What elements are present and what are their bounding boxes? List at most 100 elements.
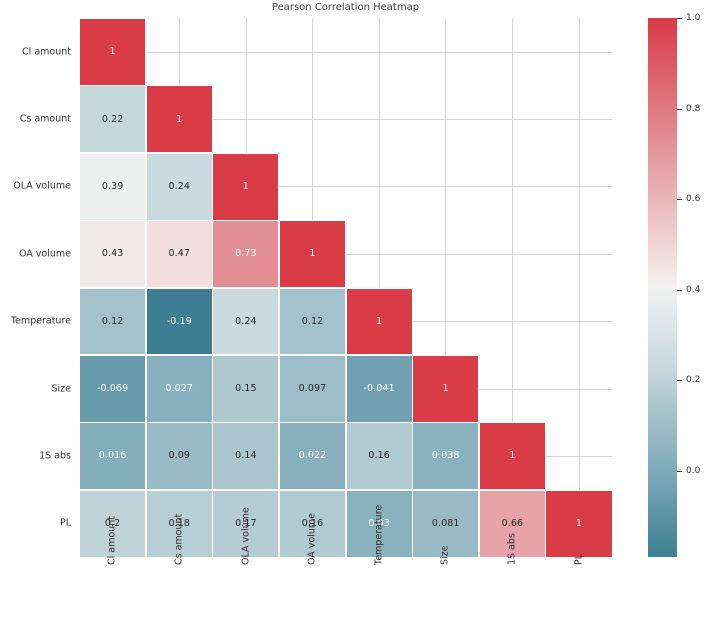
y-tick-label: Cl amount: [22, 46, 71, 58]
cell-annotation: 0.016: [98, 450, 127, 462]
cell-annotation: 0.66: [501, 517, 524, 529]
cell-annotation: 0.16: [368, 450, 390, 462]
heatmap-cell: 0.097: [278, 354, 347, 423]
heatmap-cell: 0.39: [79, 152, 147, 221]
cell-annotation: 0.09: [168, 450, 191, 462]
cell-annotation: 0.16: [301, 517, 324, 529]
gridline-vertical: [512, 18, 514, 557]
cell-annotation: 0.17: [235, 517, 257, 529]
colorbar-tick-label: 0.6: [686, 194, 701, 205]
colorbar-tick-label: 0.4: [686, 284, 701, 295]
heatmap-cell: 0.038: [412, 422, 480, 491]
heatmap-cell: 0.2: [79, 489, 147, 558]
heatmap-cell: 0.24: [212, 287, 280, 356]
cell-annotation: 1: [509, 450, 516, 462]
colorbar-tick-mark: [677, 380, 682, 382]
y-tick-label: PL: [59, 517, 71, 529]
cell-annotation: 1: [575, 517, 583, 529]
heatmap-cell: 1: [412, 354, 480, 423]
colorbar-tick-mark: [677, 289, 682, 291]
y-tick-label: 1S abs: [39, 450, 71, 462]
heatmap-axes: 1 0.22 1 0.39 0.24 1 0.43 0.47 0.73 1 0.12 -0.19 0.2…: [79, 18, 613, 558]
cell-annotation: 0.18: [168, 517, 191, 529]
y-tick-label: Cs amount: [19, 113, 71, 125]
cell-annotation: -0.19: [166, 315, 192, 327]
cell-annotation: 0.22: [101, 113, 124, 125]
heatmap-cell: 0.16: [345, 422, 413, 491]
cell-annotation: 0.43: [101, 248, 124, 260]
colorbar-tick-mark: [677, 108, 682, 110]
heatmap-cell: 0.15: [212, 354, 280, 423]
heatmap-cell: 0.027: [145, 354, 213, 423]
cell-annotation: 0.038: [431, 450, 460, 462]
cell-annotation: 1: [442, 383, 449, 395]
cell-annotation: 0.24: [168, 180, 191, 192]
cell-annotation: 0.097: [298, 383, 327, 395]
heatmap-cell: 1: [478, 422, 546, 491]
heatmap-cell: 1: [145, 85, 213, 154]
cell-annotation: -0.041: [363, 383, 395, 395]
colorbar-tick-mark: [677, 199, 682, 201]
cell-annotation: 1: [176, 113, 183, 125]
heatmap-cell: -0.041: [345, 354, 413, 423]
cell-annotation: 1: [309, 248, 316, 260]
heatmap-cell: 1: [212, 152, 280, 221]
heatmap-cell: 0.03: [345, 489, 413, 558]
cell-annotation: 0.081: [431, 517, 460, 529]
heatmap-cell: 0.016: [79, 422, 147, 491]
heatmap-cell: 0.18: [145, 489, 213, 558]
gridline-horizontal: [79, 51, 612, 53]
colorbar-tick-label: 0.2: [686, 375, 701, 386]
chart-title: Pearson Correlation Heatmap: [271, 2, 420, 13]
colorbar-tick-mark: [677, 18, 682, 19]
cell-annotation: 0.73: [235, 248, 257, 260]
heatmap-cell: 0.022: [278, 422, 347, 491]
cell-annotation: -0.069: [96, 383, 129, 395]
cell-annotation: 0.14: [235, 450, 257, 462]
gridline-vertical: [445, 18, 447, 557]
heatmap-cell: 0.09: [145, 422, 213, 491]
cell-annotation: 0.12: [101, 315, 124, 327]
heatmap-cell: 1: [345, 287, 413, 356]
y-tick-label: OA volume: [18, 248, 71, 260]
colorbar-tick-mark: [677, 470, 682, 472]
cell-annotation: 0.47: [168, 248, 191, 260]
heatmap-cell: 0.12: [278, 287, 347, 356]
cell-annotation: 1: [242, 180, 249, 192]
heatmap-cell: 0.12: [79, 287, 147, 356]
heatmap-cell: 0.73: [212, 220, 280, 289]
heatmap-cell: 1: [545, 489, 613, 558]
colorbar: [648, 18, 677, 557]
gridline-horizontal: [79, 186, 612, 188]
heatmap-cell: -0.069: [79, 354, 147, 423]
cell-annotation: 1: [109, 46, 116, 58]
y-axis-tick-labels: Cl amount Cs amount OLA volume OA volume Tem…: [0, 18, 71, 557]
heatmap-cell: 0.24: [145, 152, 213, 221]
cell-annotation: 0.15: [235, 383, 257, 395]
heatmap-cell: 1: [79, 18, 147, 86]
y-tick-label: Temperature: [10, 315, 71, 327]
y-tick-label: Size: [51, 383, 71, 395]
colorbar-tick-label: 0.0: [686, 465, 701, 476]
heatmap-cell: -0.19: [145, 287, 213, 356]
cell-annotation: 0.027: [165, 383, 194, 395]
heatmap-cell: 0.43: [79, 220, 147, 289]
cell-annotation: 0.39: [101, 180, 124, 192]
heatmap-cell: 1: [278, 220, 347, 289]
heatmap-cell: 0.66: [478, 489, 546, 558]
heatmap-cell: 0.47: [145, 220, 213, 289]
colorbar-tick-label: 0.8: [686, 103, 701, 114]
heatmap-cell: 0.081: [412, 489, 480, 558]
cell-annotation: 0.03: [368, 517, 390, 529]
heatmap-cell: 0.16: [278, 489, 347, 558]
cell-annotation: 0.022: [298, 450, 327, 462]
cell-annotation: 0.12: [301, 315, 324, 327]
gridline-vertical: [578, 18, 580, 557]
heatmap-cell: 0.22: [79, 85, 147, 154]
y-tick-label: OLA volume: [13, 180, 71, 192]
heatmap-cell: 0.14: [212, 422, 280, 491]
colorbar-tick-label: 1.0: [686, 13, 701, 23]
cell-annotation: 0.24: [235, 315, 257, 327]
